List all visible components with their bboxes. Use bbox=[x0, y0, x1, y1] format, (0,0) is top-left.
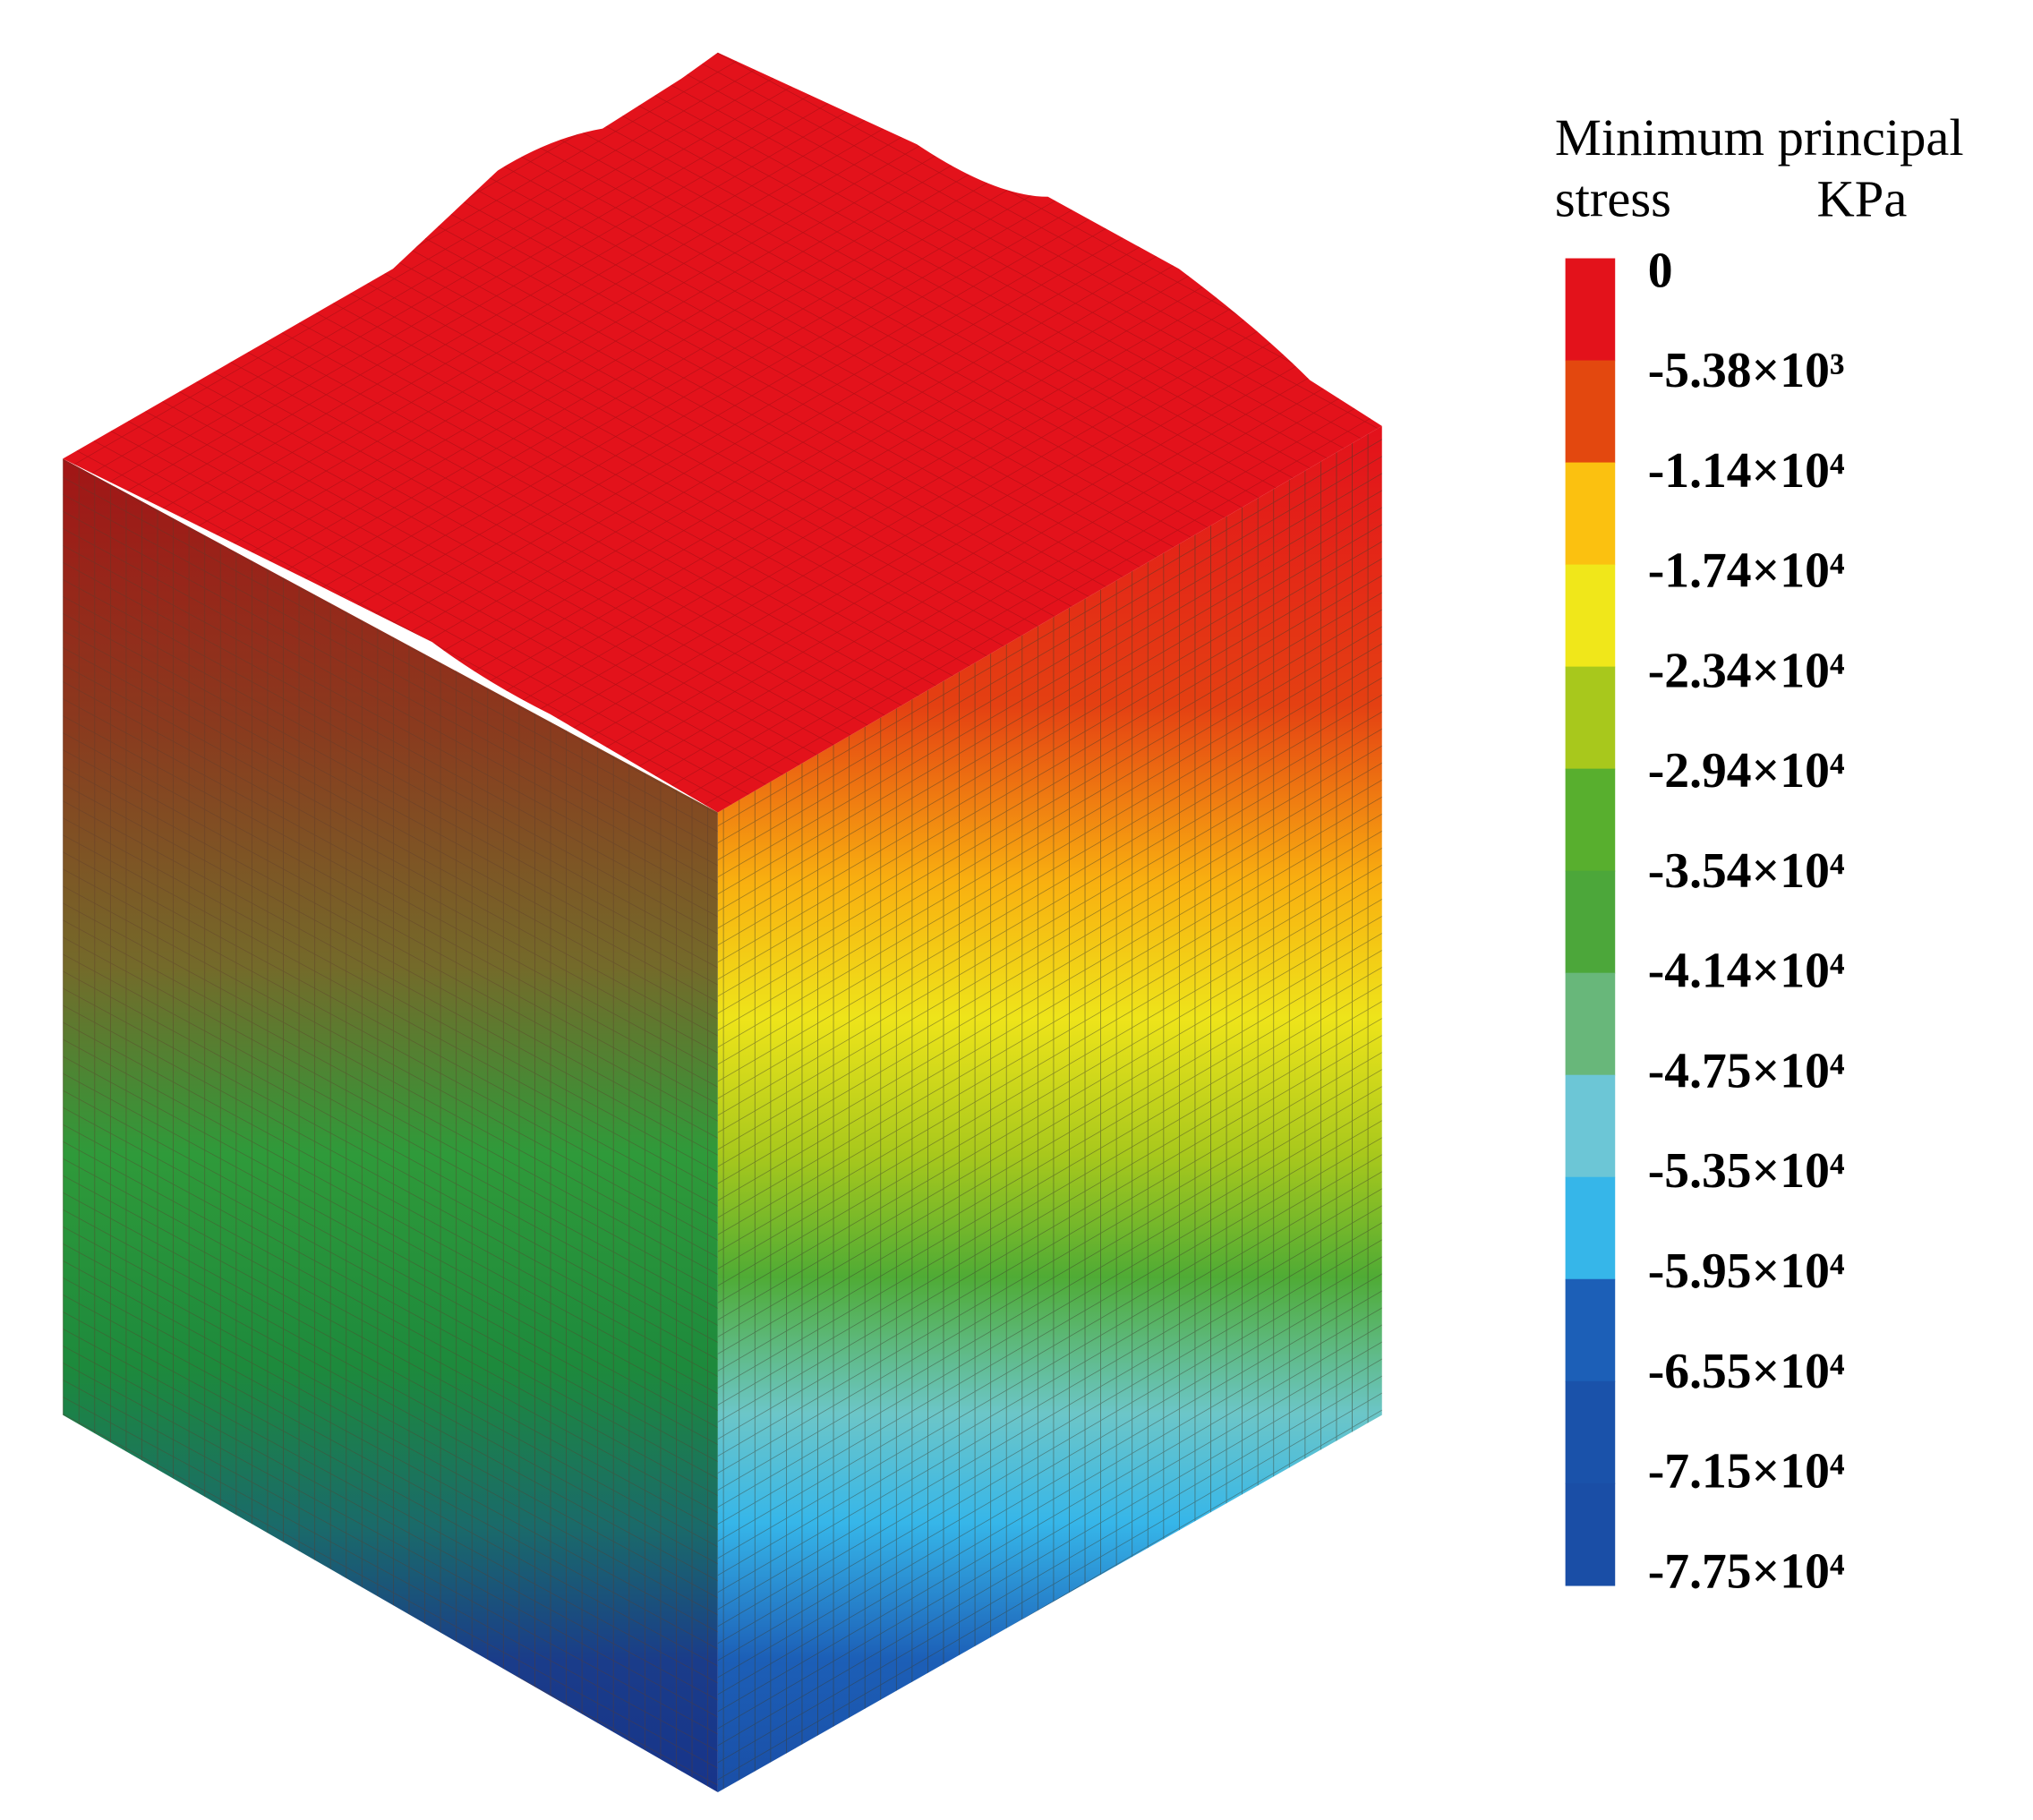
left-face-mesh bbox=[63, 458, 718, 1793]
legend-label: -2.94×10⁴ bbox=[1648, 743, 1845, 799]
legend-title: Minimum principal bbox=[1555, 108, 1964, 167]
color-band bbox=[1565, 870, 1616, 974]
legend-label: -5.38×10³ bbox=[1648, 343, 1845, 398]
legend-label: -4.14×10⁴ bbox=[1648, 944, 1845, 999]
color-band bbox=[1565, 666, 1616, 770]
right-face-mesh bbox=[717, 425, 1382, 1793]
legend-label: -7.15×10⁴ bbox=[1648, 1444, 1845, 1500]
legend-label: -7.75×10⁴ bbox=[1648, 1543, 1845, 1599]
legend-unit: KPa bbox=[1817, 170, 1908, 228]
color-band bbox=[1565, 564, 1616, 668]
color-band bbox=[1565, 1176, 1616, 1280]
color-band bbox=[1565, 360, 1616, 464]
legend-label: -5.35×10⁴ bbox=[1648, 1143, 1845, 1199]
legend-label: -6.55×10⁴ bbox=[1648, 1344, 1845, 1399]
color-band bbox=[1565, 972, 1616, 1076]
color-band bbox=[1565, 1482, 1616, 1586]
color-band bbox=[1565, 462, 1616, 566]
color-band bbox=[1565, 768, 1616, 872]
legend-label: -1.14×10⁴ bbox=[1648, 443, 1845, 499]
mesh-cube bbox=[63, 52, 1382, 1793]
legend-label: -4.75×10⁴ bbox=[1648, 1043, 1845, 1098]
legend: Minimum principal stress KPa 0 -5.38×10³ -… bbox=[1555, 108, 1964, 1599]
color-band bbox=[1565, 1278, 1616, 1382]
top-face-mesh bbox=[63, 52, 1382, 813]
legend-label: -3.54×10⁴ bbox=[1648, 843, 1845, 899]
legend-title: stress bbox=[1555, 170, 1671, 228]
legend-label: -1.74×10⁴ bbox=[1648, 543, 1845, 599]
legend-label: -5.95×10⁴ bbox=[1648, 1243, 1845, 1299]
legend-label: -2.34×10⁴ bbox=[1648, 643, 1845, 698]
color-band bbox=[1565, 258, 1616, 362]
color-band bbox=[1565, 1380, 1616, 1484]
legend-label: 0 bbox=[1648, 243, 1673, 298]
color-band bbox=[1565, 1074, 1616, 1178]
